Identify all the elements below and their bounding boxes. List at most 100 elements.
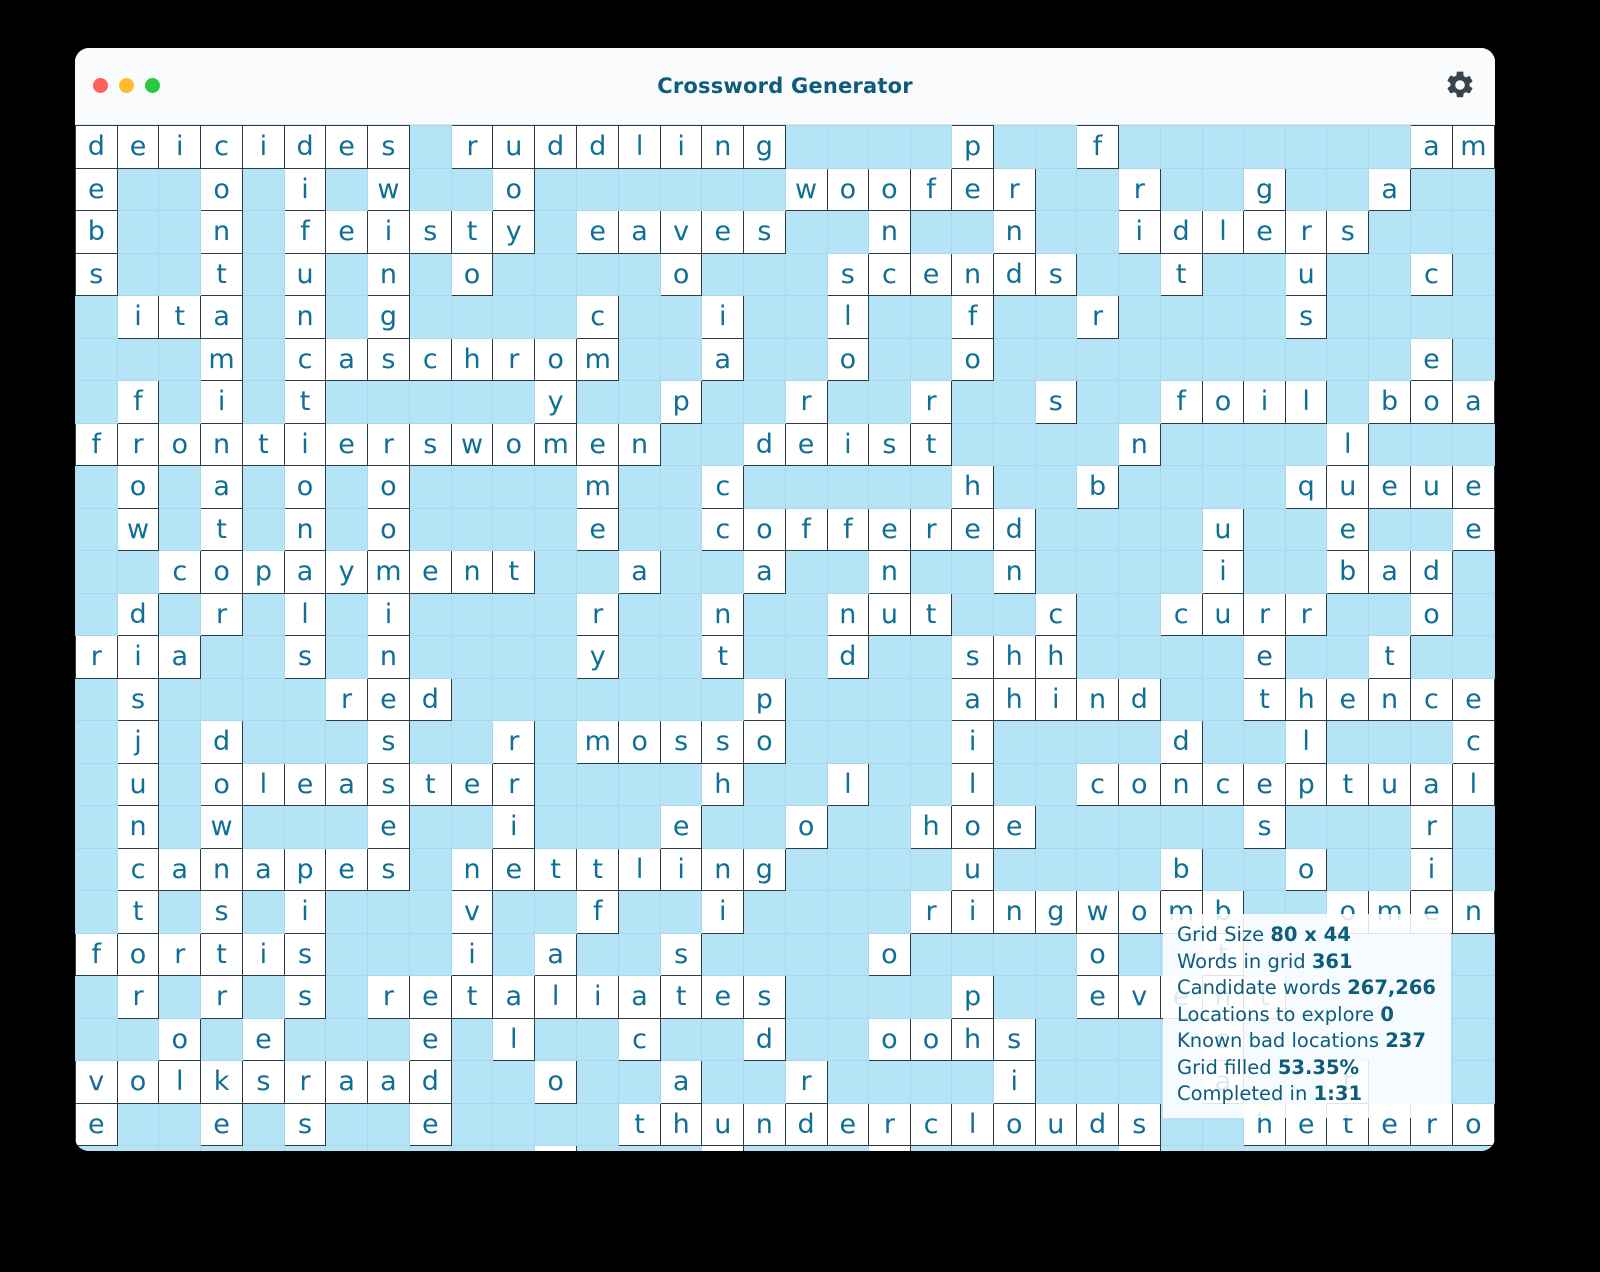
grid-cell-empty[interactable] xyxy=(325,635,368,679)
grid-cell-letter[interactable]: e xyxy=(576,210,620,254)
grid-cell-letter[interactable]: r xyxy=(1076,295,1119,339)
grid-cell-letter[interactable]: e xyxy=(75,167,118,211)
grid-cell-letter[interactable]: n xyxy=(366,635,411,679)
grid-cell-empty[interactable] xyxy=(492,465,536,509)
grid-cell-empty[interactable] xyxy=(743,1060,786,1104)
grid-cell-empty[interactable] xyxy=(283,1145,327,1151)
grid-cell-empty[interactable] xyxy=(576,932,620,976)
grid-cell-letter[interactable]: e xyxy=(992,805,1036,849)
grid-cell-empty[interactable] xyxy=(409,720,452,764)
grid-cell-letter[interactable]: i xyxy=(1117,210,1161,254)
grid-cell-letter[interactable]: u xyxy=(701,1102,745,1146)
grid-cell-empty[interactable] xyxy=(1076,635,1119,679)
grid-cell-empty[interactable] xyxy=(992,847,1036,891)
grid-cell-letter[interactable]: i xyxy=(283,167,327,211)
grid-cell-letter[interactable]: d xyxy=(283,125,327,169)
grid-cell-letter[interactable]: r xyxy=(784,380,828,424)
grid-cell-empty[interactable] xyxy=(325,507,368,551)
grid-cell-letter[interactable]: n xyxy=(200,422,244,466)
grid-cell-letter[interactable]: o xyxy=(659,252,703,296)
grid-cell-letter[interactable]: a xyxy=(242,847,285,891)
grid-cell-letter[interactable]: e xyxy=(325,210,368,254)
grid-cell-empty[interactable] xyxy=(618,1060,661,1104)
grid-cell-letter[interactable]: r xyxy=(75,635,118,679)
grid-cell-empty[interactable] xyxy=(1451,295,1495,339)
grid-cell-empty[interactable] xyxy=(951,1060,994,1104)
grid-cell-empty[interactable] xyxy=(158,720,202,764)
grid-cell-letter[interactable]: p xyxy=(951,125,994,169)
grid-cell-letter[interactable]: u xyxy=(868,592,911,636)
grid-cell-letter[interactable]: l xyxy=(1451,762,1495,806)
grid-cell-letter[interactable]: f xyxy=(951,295,994,339)
grid-cell-letter[interactable]: w xyxy=(1076,890,1119,934)
grid-cell-letter[interactable]: i xyxy=(951,890,994,934)
grid-cell-letter[interactable]: e xyxy=(1243,762,1286,806)
grid-cell-empty[interactable] xyxy=(743,1145,786,1151)
grid-cell-empty[interactable] xyxy=(242,295,285,339)
grid-cell-empty[interactable] xyxy=(409,167,452,211)
grid-cell-letter[interactable]: d xyxy=(743,422,786,466)
grid-cell-empty[interactable] xyxy=(1076,380,1119,424)
grid-cell-empty[interactable] xyxy=(450,1017,494,1061)
grid-cell-empty[interactable] xyxy=(158,210,202,254)
grid-cell-empty[interactable] xyxy=(951,932,994,976)
grid-cell-letter[interactable]: n xyxy=(1451,890,1495,934)
grid-cell-empty[interactable] xyxy=(450,1102,494,1146)
grid-cell-letter[interactable]: h xyxy=(659,1102,703,1146)
grid-cell-empty[interactable] xyxy=(1326,295,1370,339)
grid-cell-empty[interactable] xyxy=(826,1017,870,1061)
grid-cell-letter[interactable]: a xyxy=(492,975,536,1019)
grid-cell-letter[interactable]: o xyxy=(534,337,578,381)
grid-cell-empty[interactable] xyxy=(576,550,620,594)
grid-cell-letter[interactable]: e xyxy=(450,762,494,806)
grid-cell-letter[interactable]: a xyxy=(200,465,244,509)
grid-cell-empty[interactable] xyxy=(1410,422,1453,466)
grid-cell-empty[interactable] xyxy=(1243,337,1286,381)
grid-cell-letter[interactable]: s xyxy=(283,975,327,1019)
grid-cell-empty[interactable] xyxy=(534,677,578,721)
grid-cell-letter[interactable]: s xyxy=(283,1102,327,1146)
grid-cell-letter[interactable]: o xyxy=(618,720,661,764)
grid-cell-empty[interactable] xyxy=(1034,805,1078,849)
grid-cell-empty[interactable] xyxy=(242,1102,285,1146)
grid-cell-empty[interactable] xyxy=(1201,635,1245,679)
grid-cell-letter[interactable]: f xyxy=(909,167,953,211)
grid-cell-empty[interactable] xyxy=(701,380,745,424)
grid-cell-letter[interactable]: t xyxy=(1243,677,1286,721)
grid-cell-letter[interactable]: r xyxy=(450,125,494,169)
grid-cell-letter[interactable]: t xyxy=(200,932,244,976)
grid-cell-empty[interactable] xyxy=(826,125,870,169)
grid-cell-empty[interactable] xyxy=(492,592,536,636)
grid-cell-letter[interactable]: i xyxy=(158,125,202,169)
grid-cell-empty[interactable] xyxy=(1034,125,1078,169)
grid-cell-empty[interactable] xyxy=(1326,380,1370,424)
grid-cell-letter[interactable]: e xyxy=(325,422,368,466)
grid-cell-letter[interactable]: a xyxy=(618,210,661,254)
grid-cell-empty[interactable] xyxy=(75,847,118,891)
grid-cell-letter[interactable]: e xyxy=(492,847,536,891)
grid-cell-empty[interactable] xyxy=(909,210,953,254)
grid-cell-empty[interactable] xyxy=(743,167,786,211)
grid-cell-empty[interactable] xyxy=(450,465,494,509)
grid-cell-letter[interactable]: o xyxy=(116,465,160,509)
grid-cell-empty[interactable] xyxy=(1076,507,1119,551)
grid-cell-letter[interactable]: u xyxy=(1410,465,1453,509)
grid-cell-letter[interactable]: i xyxy=(366,210,411,254)
grid-cell-empty[interactable] xyxy=(325,890,368,934)
grid-cell-letter[interactable]: i xyxy=(450,932,494,976)
grid-cell-letter[interactable]: a xyxy=(200,295,244,339)
grid-cell-letter[interactable]: r xyxy=(492,762,536,806)
grid-cell-empty[interactable] xyxy=(576,1102,620,1146)
grid-cell-letter[interactable]: i xyxy=(116,635,160,679)
grid-cell-letter[interactable]: p xyxy=(951,975,994,1019)
grid-cell-letter[interactable]: l xyxy=(701,1145,745,1151)
grid-cell-empty[interactable] xyxy=(784,720,828,764)
grid-cell-empty[interactable] xyxy=(409,1145,452,1151)
grid-cell-empty[interactable] xyxy=(325,932,368,976)
grid-cell-letter[interactable]: c xyxy=(1076,762,1119,806)
grid-cell-letter[interactable]: s xyxy=(659,932,703,976)
grid-cell-empty[interactable] xyxy=(618,167,661,211)
grid-cell-empty[interactable] xyxy=(1201,337,1245,381)
grid-cell-empty[interactable] xyxy=(576,252,620,296)
